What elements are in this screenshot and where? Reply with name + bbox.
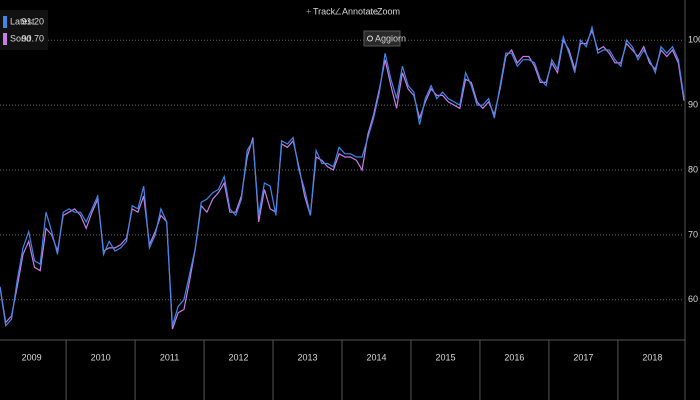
series-line bbox=[0, 28, 685, 330]
button-frame[interactable] bbox=[363, 30, 401, 47]
legend-bg bbox=[0, 10, 48, 50]
legend-label: Sond bbox=[10, 33, 31, 43]
series-line bbox=[0, 24, 685, 328]
button-icon bbox=[367, 35, 373, 42]
x-tick-label: 2010 bbox=[91, 352, 111, 362]
toolbar: + Track ∠ Annotate ○ Zoom Aggiorn bbox=[306, 6, 406, 47]
x-tick-label: 2018 bbox=[642, 352, 662, 362]
legend-swatch bbox=[3, 16, 7, 28]
y-tick-label: 60 bbox=[688, 294, 698, 304]
x-tick-label: 2015 bbox=[435, 352, 455, 362]
y-tick-label: 80 bbox=[688, 164, 698, 174]
x-tick-label: 2012 bbox=[229, 352, 249, 362]
y-tick-label: 90 bbox=[688, 99, 698, 109]
legend-value: 91.20 bbox=[21, 16, 44, 26]
toolbar-annotate[interactable]: Annotate bbox=[342, 6, 378, 16]
annotate-icon: ∠ bbox=[334, 6, 342, 16]
x-axis-band bbox=[0, 340, 700, 400]
x-tick-label: 2016 bbox=[504, 352, 524, 362]
y-tick-label: 70 bbox=[688, 229, 698, 239]
button-aggiorn[interactable]: Aggiorn bbox=[375, 33, 406, 43]
x-tick-label: 2013 bbox=[297, 352, 317, 362]
x-tick-label: 2011 bbox=[160, 352, 179, 362]
legend-value: 90.70 bbox=[21, 33, 44, 43]
y-tick-label: 100 bbox=[688, 35, 700, 45]
zoom-icon: ○ bbox=[369, 6, 374, 16]
legend-label: Latest bbox=[10, 16, 35, 26]
track-icon: + bbox=[306, 6, 311, 16]
x-tick-label: 2017 bbox=[573, 352, 593, 362]
legend-swatch bbox=[3, 33, 7, 45]
x-tick-label: 2014 bbox=[366, 352, 386, 362]
toolbar-track[interactable]: Track bbox=[313, 6, 336, 16]
x-tick-label: 2009 bbox=[22, 352, 42, 362]
toolbar-zoom[interactable]: Zoom bbox=[377, 6, 400, 16]
